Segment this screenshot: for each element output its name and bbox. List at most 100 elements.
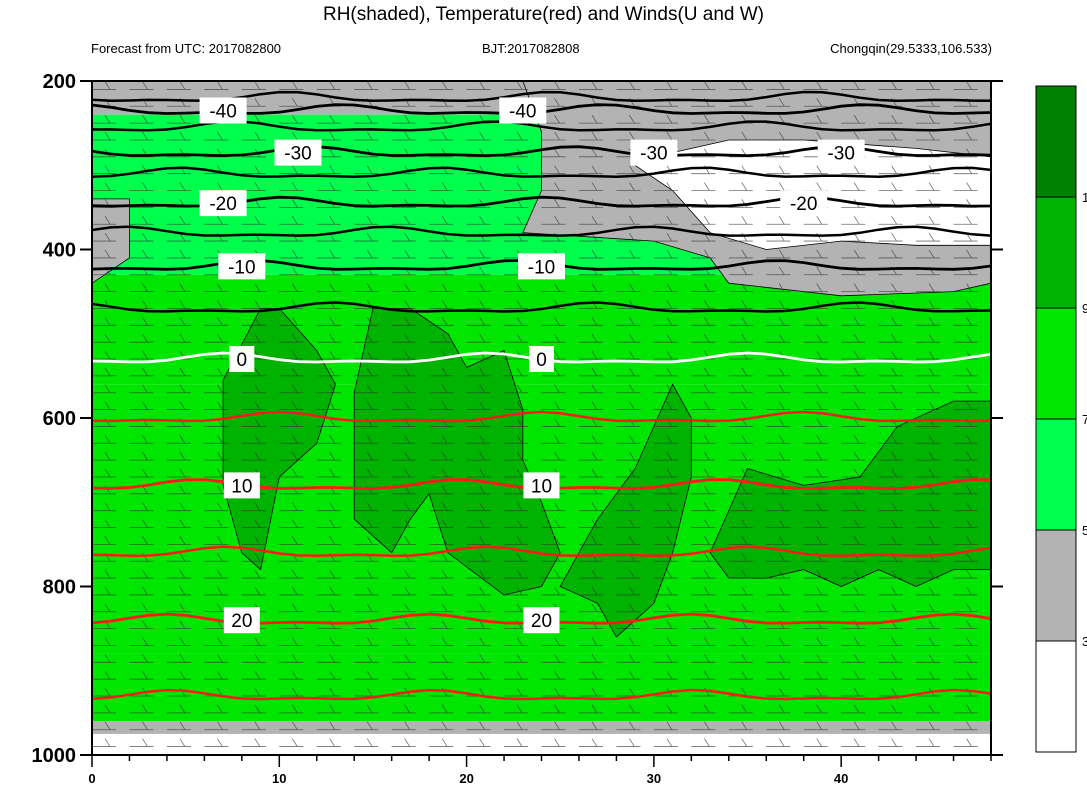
wind-barb-flag (703, 502, 710, 511)
wind-barb-flag (666, 283, 673, 292)
isotherm-label: -40 (509, 101, 536, 122)
wind-barb-flag (404, 114, 411, 124)
wind-barb-flag (104, 384, 111, 393)
wind-barb-flag (816, 637, 823, 646)
wind-barb-flag (179, 401, 186, 410)
wind-barb-flag (479, 569, 485, 579)
wind-barb-flag (816, 81, 823, 90)
wind-barb-flag (291, 81, 298, 90)
wind-barb-flag (554, 654, 560, 663)
wind-barb-flag (629, 670, 635, 680)
wind-barb-flag (142, 401, 148, 410)
wind-barb-flag (853, 519, 860, 528)
y-tick-label: 600 (43, 408, 76, 430)
wind-barb-flag (366, 637, 373, 646)
wind-barb-flag (554, 721, 560, 730)
wind-barb-flag (516, 451, 523, 461)
wind-barb-flag (516, 536, 523, 545)
wind-barb-flag (516, 468, 523, 478)
wind-barb-flag (928, 451, 935, 461)
colorbar-swatch (1035, 418, 1077, 531)
forecast-subtitle: Forecast from UTC: 2017082800 (91, 41, 282, 56)
wind-barb-flag (703, 738, 710, 747)
wind-barb-flag (179, 485, 186, 495)
isotherm-label: 0 (237, 350, 248, 371)
wind-barb-flag (816, 468, 823, 478)
wind-barb-flag (142, 670, 148, 680)
wind-barb-flag (441, 553, 448, 562)
wind-barb-flag (891, 721, 897, 730)
wind-barb-flag (217, 283, 223, 292)
wind-barb-flag (254, 451, 261, 461)
wind-barb-flag (741, 401, 748, 410)
wind-barb-flag (479, 384, 485, 393)
wind-barb-flag (816, 687, 823, 697)
wind-barb-flag (666, 333, 673, 343)
wind-barb-flag (329, 350, 336, 360)
wind-barb-flag (1004, 722, 1009, 730)
wind-barb-flag (441, 687, 448, 697)
wind-barb-flag (966, 283, 972, 292)
wind-barb-flag (217, 502, 223, 511)
wind-barb-flag (629, 333, 635, 343)
wind-barb-flag (291, 182, 298, 191)
wind-barb-flag (741, 384, 748, 393)
wind-barb-flag (629, 704, 635, 714)
wind-barb-flag (591, 216, 598, 225)
isotherm-label: 10 (531, 476, 552, 497)
wind-barb-flag (666, 536, 673, 545)
wind-barb-flag (1004, 520, 1009, 528)
wind-barb-flag (366, 317, 373, 326)
wind-barb-flag (778, 300, 785, 309)
wind-barb-flag (666, 182, 673, 191)
wind-barb-flag (853, 451, 860, 461)
wind-barb-flag (329, 502, 336, 511)
wind-barb-flag (666, 721, 673, 730)
wind-barb-flag (629, 738, 635, 747)
wind-barb-flag (741, 81, 748, 90)
wind-barb-flag (966, 182, 972, 191)
wind-barb-flag (104, 603, 111, 612)
wind-barb-flag (366, 216, 373, 225)
wind-barb-flag (329, 283, 336, 292)
isotherm (92, 225, 991, 237)
isotherm-label-box (523, 472, 560, 499)
wind-barb-flag (516, 553, 523, 562)
wind-barb-flag (217, 317, 223, 326)
wind-barb-flag (254, 502, 261, 511)
wind-barb-flag (629, 114, 635, 124)
wind-barb-flag (104, 586, 111, 596)
wind-barb-flag (816, 569, 823, 579)
wind-barb-flag (1004, 739, 1009, 747)
wind-barb-flag (666, 317, 673, 326)
wind-barb-flag (217, 485, 223, 495)
wind-barb-flag (404, 485, 411, 495)
wind-barb-flag (179, 603, 186, 612)
wind-barb-flag (741, 553, 748, 562)
wind-barb-flag (254, 384, 261, 393)
wind-barb-flag (853, 249, 860, 259)
wind-barb-flag (891, 232, 897, 242)
wind-barb-flag (853, 654, 860, 663)
wind-barb-flag (254, 704, 261, 714)
colorbar-swatch (1035, 529, 1077, 642)
wind-barb-flag (516, 687, 523, 697)
wind-barb-flag (853, 182, 860, 191)
wind-barb-flag (404, 620, 411, 629)
wind-barb-flag (441, 670, 448, 680)
wind-barb-flag (778, 654, 785, 663)
wind-barb-flag (366, 451, 373, 461)
wind-barb-flag (966, 485, 972, 495)
wind-barb-flag (404, 451, 411, 461)
wind-barb-flag (142, 300, 148, 309)
wind-barb-flag (404, 569, 411, 579)
wind-barb-flag (966, 300, 972, 309)
wind-barb-flag (629, 687, 635, 697)
wind-barb-flag (479, 451, 485, 461)
wind-barb-flag (591, 350, 598, 360)
wind-barb-flag (329, 687, 336, 697)
isotherm-label: -20 (209, 194, 236, 215)
wind-barb-flag (142, 216, 148, 225)
wind-barb-flag (179, 333, 186, 343)
